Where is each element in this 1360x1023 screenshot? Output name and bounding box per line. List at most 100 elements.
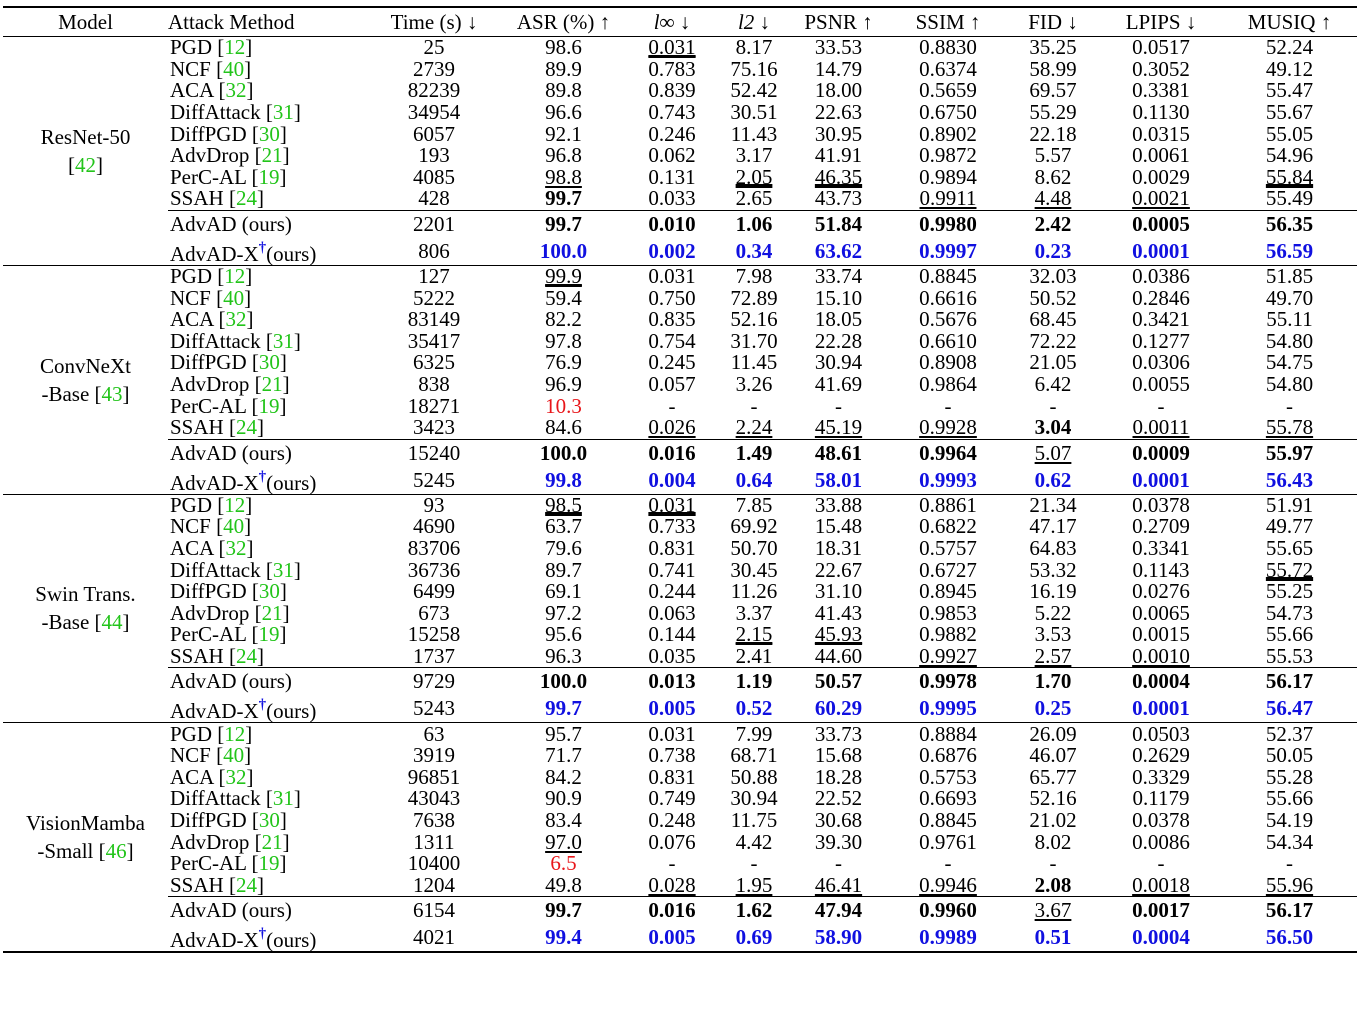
cell-fid: 3.67 bbox=[1006, 896, 1100, 924]
cell-value: 673 bbox=[418, 600, 450, 625]
cell-value: 30.51 bbox=[730, 100, 778, 125]
cell-value: 58.99 bbox=[1029, 56, 1077, 81]
model-citation: [42] bbox=[68, 152, 103, 177]
cell-value: 2.08 bbox=[1034, 872, 1072, 897]
model-name-text: -Base bbox=[41, 381, 95, 406]
cell-ssim: 0.8861 bbox=[890, 494, 1006, 516]
cell-asr: 95.6 bbox=[504, 624, 623, 646]
cell-fid: 50.52 bbox=[1006, 287, 1100, 309]
cell-fid: 2.57 bbox=[1006, 645, 1100, 668]
cell-l2: 75.16 bbox=[721, 56, 787, 81]
cell-value: - bbox=[668, 851, 676, 876]
cell-value: 54.80 bbox=[1265, 372, 1314, 397]
cell-value: 11.75 bbox=[730, 807, 778, 832]
cell-linf: 0.031 bbox=[623, 494, 721, 516]
cell-value: 0.0018 bbox=[1132, 872, 1190, 897]
method-citation: [40] bbox=[216, 514, 252, 539]
cell-lpips: 0.3052 bbox=[1100, 58, 1222, 81]
cell-psnr: 22.28 bbox=[787, 328, 890, 353]
cell-value: 59.4 bbox=[545, 285, 582, 310]
table-row: ACA [32] 83706 79.6 0.831 50.70 18.31 0.5757 64… bbox=[3, 535, 1357, 560]
cell-value: 31.70 bbox=[730, 328, 778, 353]
cell-value: 6499 bbox=[413, 579, 455, 604]
method-name: SSAH bbox=[170, 186, 224, 211]
cell-musiq: 56.17 bbox=[1222, 667, 1357, 696]
cell-linf: 0.028 bbox=[623, 874, 721, 896]
cell-value: 0.831 bbox=[648, 535, 696, 560]
cell-value: 0.0061 bbox=[1132, 143, 1190, 168]
cell-value: 50.70 bbox=[730, 535, 778, 560]
cell-value: 0.5659 bbox=[919, 78, 977, 103]
method-name: AdvAD-X bbox=[170, 928, 259, 952]
cell-value: 55.49 bbox=[1265, 186, 1314, 211]
cell-value: 33.53 bbox=[814, 35, 863, 60]
cell-time: 34954 bbox=[364, 102, 504, 124]
header-psnr: PSNR ↑ bbox=[804, 9, 873, 34]
cell-value: 45.19 bbox=[814, 415, 863, 440]
cell-value: 0.8845 bbox=[919, 807, 977, 832]
cell-value: 0.6616 bbox=[919, 285, 977, 310]
cell-time: 35417 bbox=[364, 330, 504, 353]
cell-l2: 1.95 bbox=[721, 874, 787, 896]
cell-ssim: 0.8884 bbox=[890, 723, 1006, 745]
cell-asr: 89.8 bbox=[504, 80, 623, 102]
cell-value: 0.8884 bbox=[919, 721, 977, 746]
cell-value: 82.2 bbox=[545, 307, 582, 332]
model-name: ResNet-50 [42] bbox=[3, 37, 168, 266]
cell-value: 55.11 bbox=[1266, 307, 1313, 332]
cell-linf: 0.005 bbox=[623, 695, 721, 723]
cell-ssim: 0.9946 bbox=[890, 874, 1006, 896]
cell-value: 7.98 bbox=[735, 264, 773, 289]
cell-value: 96.9 bbox=[545, 372, 582, 397]
method-citation: [40] bbox=[216, 56, 252, 81]
cell-psnr: 41.43 bbox=[787, 602, 890, 624]
attack-method: PerC-AL [19] bbox=[168, 624, 364, 646]
cell-time: 25 bbox=[364, 37, 504, 59]
cell-value: 0.9853 bbox=[919, 600, 977, 625]
method-name: DiffPGD bbox=[170, 350, 247, 375]
cell-musiq: - bbox=[1222, 853, 1357, 875]
model-name-line: [42] bbox=[3, 151, 168, 179]
cell-fid: 55.29 bbox=[1006, 102, 1100, 124]
cell-musiq: 54.80 bbox=[1222, 374, 1357, 396]
cell-value: 97.0 bbox=[545, 829, 582, 854]
attack-method: AdvAD (ours) bbox=[168, 209, 364, 238]
cell-value: 97.2 bbox=[545, 600, 582, 625]
cell-linf: 0.076 bbox=[623, 831, 721, 853]
cell-value: 75.16 bbox=[730, 56, 778, 81]
method-citation: [24] bbox=[228, 415, 264, 440]
cell-value: 22.28 bbox=[814, 328, 863, 353]
cell-psnr: 44.60 bbox=[787, 645, 890, 668]
cell-value: 83.4 bbox=[545, 807, 582, 832]
cell-l2: 0.69 bbox=[721, 924, 787, 952]
cell-fid: 21.02 bbox=[1006, 809, 1100, 832]
cell-l2: 7.85 bbox=[721, 494, 787, 516]
cell-time: 673 bbox=[364, 602, 504, 624]
cell-ssim: 0.9997 bbox=[890, 238, 1006, 266]
cell-value: 100.0 bbox=[539, 669, 588, 694]
cell-value: 21.34 bbox=[1029, 492, 1077, 517]
cell-value: 34954 bbox=[407, 100, 461, 125]
cell-time: 36736 bbox=[364, 559, 504, 581]
cell-value: 0.62 bbox=[1034, 467, 1072, 492]
method-suffix: (ours) bbox=[266, 699, 317, 724]
cell-musiq: 55.11 bbox=[1222, 309, 1357, 331]
cell-value: 0.9978 bbox=[919, 669, 977, 694]
table-row: SSAH [24] 1737 96.3 0.035 2.41 44.60 0.9927 2.5… bbox=[3, 645, 1357, 668]
cell-lpips: 0.0011 bbox=[1100, 417, 1222, 439]
cell-psnr: 33.73 bbox=[787, 723, 890, 745]
attack-method: DiffPGD [30] bbox=[168, 123, 364, 145]
cell-value: 0.062 bbox=[648, 143, 696, 168]
cell-value: 15.10 bbox=[814, 285, 863, 310]
cell-value: 98.5 bbox=[545, 492, 582, 517]
model-name-line: -Base [43] bbox=[3, 380, 168, 408]
cell-ssim: 0.8908 bbox=[890, 352, 1006, 374]
cell-linf: 0.002 bbox=[623, 238, 721, 266]
attack-method: DiffAttack [31] bbox=[168, 102, 364, 124]
cell-value: 0.031 bbox=[648, 721, 696, 746]
cell-value: 0.6374 bbox=[919, 56, 977, 81]
cell-value: 1.70 bbox=[1034, 669, 1072, 694]
method-citation: [12] bbox=[217, 264, 253, 289]
cell-fid: 26.09 bbox=[1006, 723, 1100, 745]
table-row: ACA [32] 82239 89.8 0.839 52.42 18.00 0.5659 69… bbox=[3, 80, 1357, 102]
